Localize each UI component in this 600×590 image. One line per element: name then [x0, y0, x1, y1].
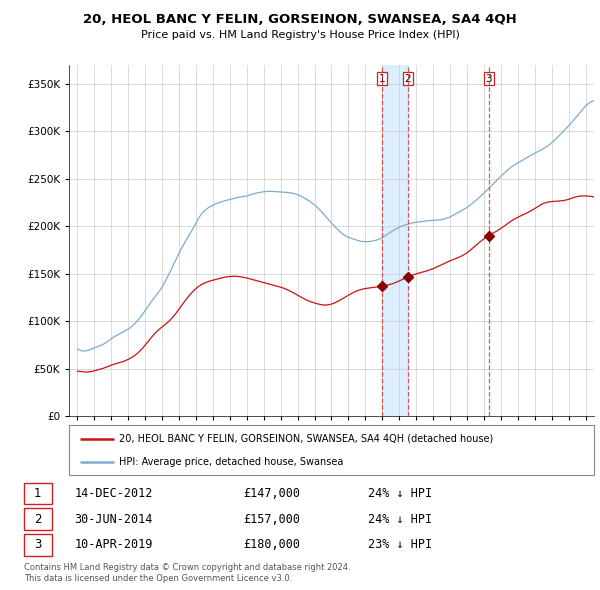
Text: 23% ↓ HPI: 23% ↓ HPI [368, 538, 432, 551]
Bar [23, 534, 52, 556]
Bar [23, 483, 52, 504]
Text: 1: 1 [379, 74, 385, 84]
Text: 30-JUN-2014: 30-JUN-2014 [74, 513, 153, 526]
Text: £157,000: £157,000 [244, 513, 301, 526]
Text: 20, HEOL BANC Y FELIN, GORSEINON, SWANSEA, SA4 4QH (detached house): 20, HEOL BANC Y FELIN, GORSEINON, SWANSE… [119, 434, 493, 444]
Bar [382, 65, 408, 416]
Text: £180,000: £180,000 [244, 538, 301, 551]
Text: 24% ↓ HPI: 24% ↓ HPI [368, 513, 432, 526]
Text: 3: 3 [485, 74, 492, 84]
Text: 2: 2 [404, 74, 411, 84]
Text: This data is licensed under the Open Government Licence v3.0.: This data is licensed under the Open Gov… [24, 574, 292, 583]
Text: 1: 1 [34, 487, 41, 500]
Bar [23, 509, 52, 530]
Text: Contains HM Land Registry data © Crown copyright and database right 2024.: Contains HM Land Registry data © Crown c… [24, 563, 350, 572]
Text: Price paid vs. HM Land Registry's House Price Index (HPI): Price paid vs. HM Land Registry's House … [140, 30, 460, 40]
Text: 2: 2 [34, 513, 41, 526]
Text: 3: 3 [34, 538, 41, 551]
Text: 24% ↓ HPI: 24% ↓ HPI [368, 487, 432, 500]
Text: 10-APR-2019: 10-APR-2019 [74, 538, 153, 551]
Text: 14-DEC-2012: 14-DEC-2012 [74, 487, 153, 500]
Text: HPI: Average price, detached house, Swansea: HPI: Average price, detached house, Swan… [119, 457, 343, 467]
Text: £147,000: £147,000 [244, 487, 301, 500]
Text: 20, HEOL BANC Y FELIN, GORSEINON, SWANSEA, SA4 4QH: 20, HEOL BANC Y FELIN, GORSEINON, SWANSE… [83, 13, 517, 26]
